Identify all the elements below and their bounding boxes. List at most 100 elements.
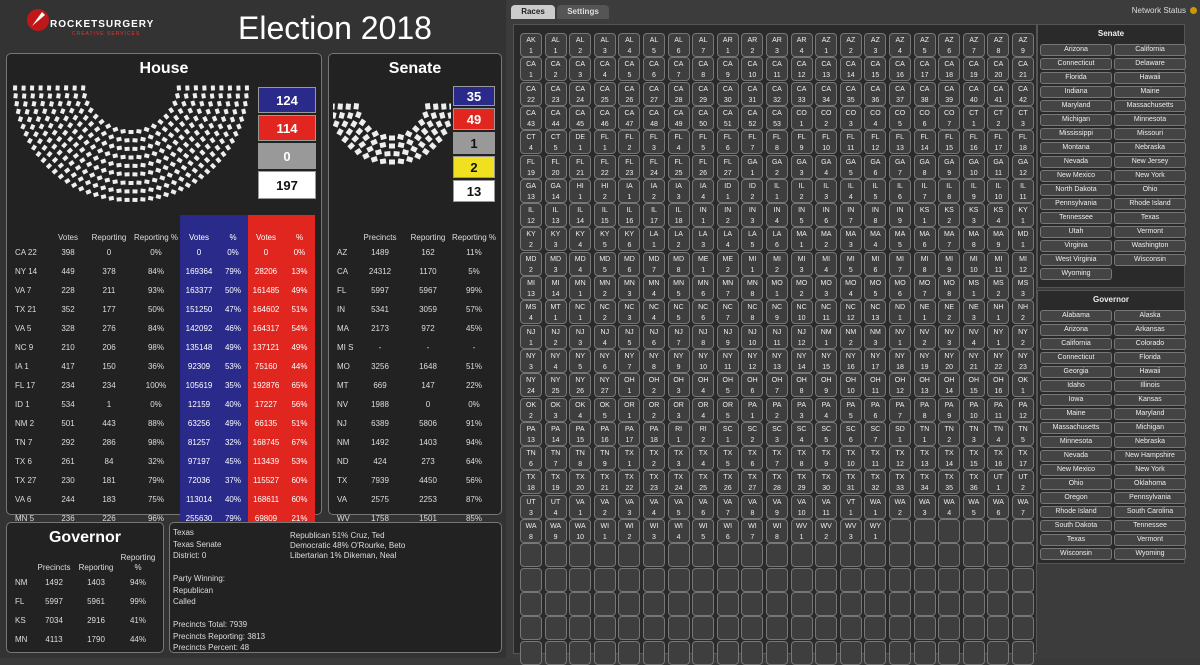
race-button[interactable]: FL 9: [790, 130, 813, 155]
race-button[interactable]: CA 13: [815, 57, 838, 82]
race-button[interactable]: UT 3: [520, 494, 542, 519]
race-button[interactable]: UT 1: [987, 470, 1010, 495]
race-button[interactable]: VA 7: [716, 494, 739, 519]
race-button[interactable]: CO 1: [790, 105, 813, 130]
race-button[interactable]: AZ 6: [938, 33, 961, 57]
state-race-button[interactable]: Rhode Island: [1114, 198, 1186, 210]
race-button[interactable]: MA 2: [815, 227, 838, 252]
race-button[interactable]: NY 24: [520, 373, 542, 398]
race-button[interactable]: TX 11: [864, 446, 887, 471]
race-button[interactable]: MD 5: [593, 251, 616, 276]
race-button[interactable]: VA 8: [741, 494, 764, 519]
race-button[interactable]: FL 13: [889, 130, 911, 155]
race-button[interactable]: NM 2: [839, 324, 862, 349]
race-button[interactable]: RI 2: [692, 421, 715, 446]
race-button[interactable]: GA 8: [913, 154, 936, 179]
race-button[interactable]: TN 5: [1012, 421, 1034, 446]
race-button[interactable]: FL 19: [520, 154, 542, 179]
state-race-button[interactable]: Washington: [1114, 240, 1186, 252]
race-button[interactable]: TX 27: [741, 470, 764, 495]
race-button[interactable]: OH 14: [938, 373, 961, 398]
race-button[interactable]: TX 1: [618, 446, 641, 471]
state-race-button[interactable]: Nevada: [1040, 450, 1112, 462]
race-button[interactable]: ME 2: [716, 251, 739, 276]
race-button[interactable]: CA 2: [544, 57, 567, 82]
race-button[interactable]: NY 1: [987, 324, 1010, 349]
race-button[interactable]: CA 11: [766, 57, 788, 82]
race-button[interactable]: MS 1: [962, 276, 985, 300]
state-race-button[interactable]: Alaska: [1114, 310, 1186, 322]
race-button[interactable]: SC 5: [815, 421, 838, 446]
race-button[interactable]: SC 6: [839, 421, 862, 446]
race-button[interactable]: VA 10: [790, 494, 813, 519]
race-button[interactable]: SD 1: [889, 421, 911, 446]
race-button[interactable]: FL 25: [667, 154, 690, 179]
race-button[interactable]: WY 1: [864, 519, 887, 543]
race-button[interactable]: FL 8: [766, 130, 788, 155]
race-button[interactable]: MD 4: [569, 251, 592, 276]
race-button[interactable]: OH 12: [889, 373, 911, 398]
state-race-button[interactable]: Vermont: [1114, 534, 1186, 546]
race-button[interactable]: TN 1: [913, 421, 936, 446]
state-race-button[interactable]: Arizona: [1040, 44, 1112, 56]
race-button[interactable]: MI 1: [741, 251, 764, 276]
race-button[interactable]: IL 8: [938, 178, 961, 203]
race-button[interactable]: PA 8: [913, 397, 936, 422]
race-button[interactable]: OR 5: [716, 397, 739, 422]
race-button[interactable]: WA 4: [938, 494, 961, 519]
race-button[interactable]: MI 14: [544, 276, 567, 300]
race-button[interactable]: OH 5: [716, 373, 739, 398]
race-button[interactable]: AL 4: [618, 33, 641, 57]
race-button[interactable]: KS 4: [987, 203, 1010, 228]
race-button[interactable]: NY 15: [815, 348, 838, 373]
state-race-button[interactable]: Arizona: [1040, 324, 1112, 336]
race-button[interactable]: NJ 11: [766, 324, 788, 349]
race-button[interactable]: CA 28: [667, 81, 690, 106]
race-button[interactable]: FL 18: [1012, 130, 1034, 155]
race-button[interactable]: NC 1: [569, 300, 592, 325]
race-button[interactable]: AR 2: [741, 33, 764, 57]
race-button[interactable]: CA 21: [1012, 57, 1034, 82]
race-button[interactable]: IL 16: [618, 203, 641, 228]
race-button[interactable]: OK 5: [593, 397, 616, 422]
race-button[interactable]: NC 11: [815, 300, 838, 325]
race-button[interactable]: IL 18: [667, 203, 690, 228]
race-button[interactable]: IL 2: [790, 178, 813, 203]
race-button[interactable]: WV 1: [790, 519, 813, 543]
race-button[interactable]: TX 30: [815, 470, 838, 495]
state-race-button[interactable]: Nebraska: [1114, 142, 1186, 154]
race-button[interactable]: AL 7: [692, 33, 715, 57]
state-race-button[interactable]: Oregon: [1040, 492, 1112, 504]
race-button[interactable]: FL 1: [593, 130, 616, 155]
state-race-button[interactable]: Arkansas: [1114, 324, 1186, 336]
race-button[interactable]: CA 20: [987, 57, 1010, 82]
race-button[interactable]: OK 4: [569, 397, 592, 422]
race-button[interactable]: MN 4: [643, 276, 665, 300]
race-button[interactable]: CA 3: [569, 57, 592, 82]
state-race-button[interactable]: Ohio: [1040, 478, 1112, 490]
race-button[interactable]: FL 5: [692, 130, 715, 155]
race-button[interactable]: CA 42: [1012, 81, 1034, 106]
race-button[interactable]: CA 34: [815, 81, 838, 106]
race-button[interactable]: MO 2: [790, 276, 813, 300]
state-race-button[interactable]: Alabama: [1040, 310, 1112, 322]
race-button[interactable]: MD 1: [1012, 227, 1034, 252]
race-button[interactable]: GA 3: [790, 154, 813, 179]
race-button[interactable]: NC 2: [593, 300, 616, 325]
race-button[interactable]: SC 4: [790, 421, 813, 446]
race-button[interactable]: TN 9: [593, 446, 616, 471]
state-race-button[interactable]: Virginia: [1040, 240, 1112, 252]
race-button[interactable]: NY 9: [667, 348, 690, 373]
race-button[interactable]: IL 1: [766, 178, 788, 203]
state-race-button[interactable]: California: [1114, 44, 1186, 56]
race-button[interactable]: NY 26: [569, 373, 592, 398]
race-button[interactable]: PA 16: [593, 421, 616, 446]
race-button[interactable]: PA 2: [766, 397, 788, 422]
state-race-button[interactable]: New Hampshire: [1114, 450, 1186, 462]
race-button[interactable]: OH 9: [815, 373, 838, 398]
race-button[interactable]: PA 15: [569, 421, 592, 446]
race-button[interactable]: GA 11: [987, 154, 1010, 179]
race-button[interactable]: CA 27: [643, 81, 665, 106]
race-button[interactable]: ND 1: [889, 300, 911, 325]
race-button[interactable]: CA 12: [790, 57, 813, 82]
